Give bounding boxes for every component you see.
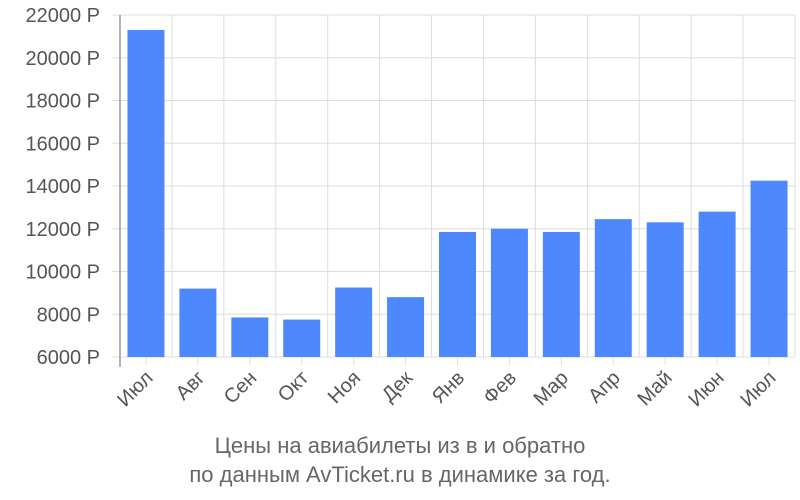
bar-4 [335,287,373,357]
y-tick-label: 18000 Р [25,91,100,113]
y-tick-label: 8000 Р [37,304,100,326]
x-tick-label: Авг [172,367,210,405]
y-tick-label: 20000 Р [25,48,100,70]
x-tick-label: Ноя [324,367,365,408]
grid-lines [120,14,796,358]
x-tick-label: Мар [530,367,573,410]
chart-caption-line-2: по данным AvTicket.ru в динамике за год. [189,462,611,487]
bar-12 [750,180,788,357]
bars [127,29,788,358]
x-tick-label: Дек [378,367,417,406]
x-tick-label: Сен [220,367,261,408]
bar-7 [490,228,528,357]
y-tick-label: 14000 Р [25,176,100,198]
bar-11 [698,211,736,357]
y-tick-label: 16000 Р [25,133,100,155]
bar-5 [387,297,425,357]
x-tick-label: Июл [113,367,157,411]
y-tick-label: 10000 Р [25,262,100,284]
axes [112,14,770,367]
y-tick-label: 22000 Р [25,5,100,27]
x-axis-labels: Июл Авг Сен Окт Ноя Дек Янв Фев Мар Апр Май Июн Июл [113,367,780,411]
bar-3 [283,319,321,357]
bar-9 [594,219,632,357]
bar-1 [179,288,217,357]
price-bar-chart: 6000 Р 8000 Р 10000 Р 12000 Р 14000 Р 16000 Р… [25,5,796,411]
chart-caption-line-1: Цены на авиабилеты из в и обратно [214,433,586,458]
x-tick-label: Янв [428,367,469,408]
x-tick-label: Фев [479,367,521,409]
x-tick-label: Окт [274,367,313,406]
y-axis-labels: 6000 Р 8000 Р 10000 Р 12000 Р 14000 Р 16000 Р… [25,5,100,369]
bar-8 [542,231,580,357]
bar-2 [231,317,269,357]
x-tick-label: Июн [685,367,729,411]
x-tick-label: Май [633,367,676,410]
x-tick-label: Июл [736,367,780,411]
x-tick-label: Апр [584,367,625,408]
bar-6 [439,231,476,357]
bar-0 [127,29,165,358]
y-tick-label: 6000 Р [37,347,100,369]
bar-10 [646,222,684,357]
y-tick-label: 12000 Р [25,219,100,241]
